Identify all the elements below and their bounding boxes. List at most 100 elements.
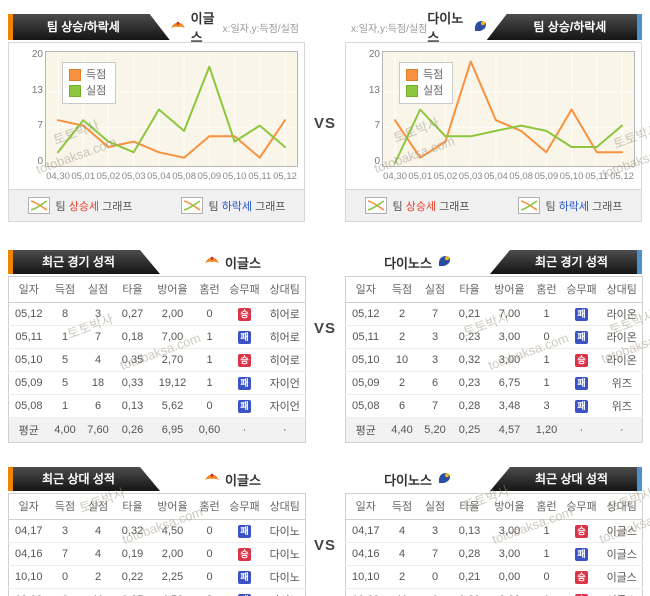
x-tick-label: 05,01 — [71, 171, 96, 182]
table-cell: 3 — [48, 519, 82, 543]
table-cell: 7 — [418, 542, 452, 566]
table-cell: 1 — [194, 325, 225, 349]
eagles-logo-icon — [204, 255, 220, 270]
recent-opp-tab-right[interactable]: 최근 상대 성적 — [490, 467, 642, 491]
x-tick-label: 05,09 — [534, 171, 559, 182]
dinos-logo-icon — [437, 254, 451, 270]
eagles-logo-icon — [204, 472, 220, 487]
table-cell: 19,12 — [150, 371, 195, 395]
table-cell: 2,70 — [150, 348, 195, 372]
trend-left-footer: 팀 상승세 그래프 팀 하락세 그래프 — [9, 189, 304, 221]
recent-opp-tab-left[interactable]: 최근 상대 성적 — [8, 467, 160, 491]
table-cell: 3,00 — [487, 325, 532, 349]
average-row: 평균 4,00 7,60 0,26 6,95 0,60 · · — [8, 417, 306, 443]
table-cell: 11 — [81, 588, 115, 596]
table-cell: 3 — [81, 302, 115, 326]
table-cell: 05,08 — [345, 394, 386, 418]
vs-label: VS — [313, 320, 336, 337]
average-cell: 5,20 — [418, 417, 452, 443]
table-row: 05,12 2 7 0,21 7,00 1 패 라이온 — [345, 302, 643, 326]
table-cell: 이글스 — [601, 565, 643, 589]
allowed-swatch — [406, 85, 418, 97]
table-cell: 0,29 — [451, 588, 488, 596]
lose-badge: 패 — [575, 330, 588, 344]
column-header: 실점 — [418, 276, 452, 303]
table-cell: 6 — [418, 588, 452, 596]
uptrend-legend-item: 팀 상승세 그래프 — [27, 197, 133, 214]
lose-badge: 패 — [575, 399, 588, 413]
table-row: 05,11 2 3 0,23 3,00 0 패 라이온 — [345, 325, 643, 349]
table-cell: 04,17 — [8, 519, 49, 543]
column-header: 상대팀 — [601, 493, 643, 520]
table-cell: 0,23 — [451, 371, 488, 395]
table-cell: 다이노 — [264, 565, 306, 589]
trend-panel-right-head: x:일자,y:득점/실점 다이노스 팀 상승/하락세 — [345, 11, 642, 45]
table-cell: 히어로 — [264, 302, 306, 326]
x-tick-label: 05,02 — [433, 171, 458, 182]
table-cell: 05,11 — [345, 325, 386, 349]
y-tick-label: 20 — [368, 49, 380, 60]
column-header: 승무패 — [561, 276, 602, 303]
table-row: 04,17 3 4 0,32 4,50 0 패 다이노 — [8, 519, 306, 543]
x-tick-label: 05,04 — [146, 171, 171, 182]
win-badge: 승 — [575, 353, 588, 367]
table-cell: 05,12 — [345, 302, 386, 326]
x-tick-label: 05,11 — [585, 171, 609, 182]
table-row: 05,12 8 3 0,27 2,00 0 승 히어로 — [8, 302, 306, 326]
team-left-name: 이글스 — [225, 472, 261, 488]
table-cell: 2,00 — [150, 302, 195, 326]
table-cell: 라이온 — [601, 325, 643, 349]
table-cell: 04,17 — [345, 519, 386, 543]
table-cell: 8 — [48, 302, 82, 326]
trend-tab-right[interactable]: 팀 상승/하락세 — [486, 14, 642, 40]
column-header: 홈런 — [531, 493, 562, 520]
table-cell: 7,00 — [150, 325, 195, 349]
table-cell: 05,08 — [8, 394, 49, 418]
table-cell: 1 — [194, 348, 225, 372]
recent-game-tab-left[interactable]: 최근 경기 성적 — [8, 250, 160, 274]
x-tick-label: 05,08 — [509, 171, 533, 182]
table-header-row: 일자 득점 실점 타율 방어율 홈런 승무패 상대팀 — [8, 276, 306, 303]
team-right-name: 다이노스 — [384, 255, 432, 271]
x-tick-label: 05,09 — [197, 171, 222, 182]
table-cell: 이글스 — [601, 588, 643, 596]
table-cell: 2 — [385, 371, 419, 395]
table-row: 05,11 1 7 0,18 7,00 1 패 히어로 — [8, 325, 306, 349]
allowed-swatch — [69, 85, 81, 97]
table-cell: 1 — [531, 371, 562, 395]
table-cell: 10,09 — [8, 588, 49, 596]
y-tick-label: 7 — [374, 120, 380, 132]
table-row: 10,10 2 0 0,21 0,00 0 승 이글스 — [345, 565, 643, 589]
x-tick-label: 05,10 — [222, 171, 247, 182]
table-cell: 0,18 — [114, 325, 151, 349]
table-header-row: 일자 득점 실점 타율 방어율 홈런 승무패 상대팀 — [345, 493, 643, 520]
table-cell: 7 — [81, 325, 115, 349]
legend-allowed-label: 실점 — [86, 85, 107, 97]
average-cell: · — [601, 417, 643, 443]
table-cell: 6 — [418, 371, 452, 395]
table-cell: 0,27 — [114, 302, 151, 326]
trend-panel-right: x:일자,y:득점/실점 다이노스 팀 상승/하락세 20 13 7 0 득점 — [345, 11, 642, 222]
column-header: 방어율 — [150, 493, 195, 520]
table-cell: 1 — [48, 325, 82, 349]
chart-left-area: 20 13 7 0 득점 실점 04,30 05,01 05,02 05,03 05,04 05… — [9, 43, 304, 189]
crossing-lines-icon — [517, 197, 540, 214]
recent-game-section: 최근 경기 성적 이글스 일자 득점 실점 타율 방어율 홈런 승무패 상대팀 05,12 8 3 0… — [8, 248, 643, 443]
eagles-logo-icon — [170, 20, 186, 35]
column-header: 득점 — [48, 276, 82, 303]
table-row: 10,10 0 2 0,22 2,25 0 패 다이노 — [8, 565, 306, 589]
table-cell: 0,32 — [451, 348, 488, 372]
table-cell: 0,00 — [487, 565, 532, 589]
team-left: 이글스 — [204, 470, 261, 489]
scored-swatch — [69, 69, 81, 81]
recent-game-tab-right[interactable]: 최근 경기 성적 — [490, 250, 642, 274]
chart-left-plot: 득점 실점 — [45, 51, 298, 167]
table-cell: 0,33 — [114, 371, 151, 395]
trend-tab-left[interactable]: 팀 상승/하락세 — [8, 14, 170, 40]
team-left-name: 이글스 — [225, 255, 261, 271]
table-cell: 0,22 — [114, 565, 151, 589]
column-header: 방어율 — [487, 493, 532, 520]
table-cell: 4 — [385, 542, 419, 566]
column-header: 실점 — [418, 493, 452, 520]
y-tick-label: 0 — [37, 156, 43, 167]
